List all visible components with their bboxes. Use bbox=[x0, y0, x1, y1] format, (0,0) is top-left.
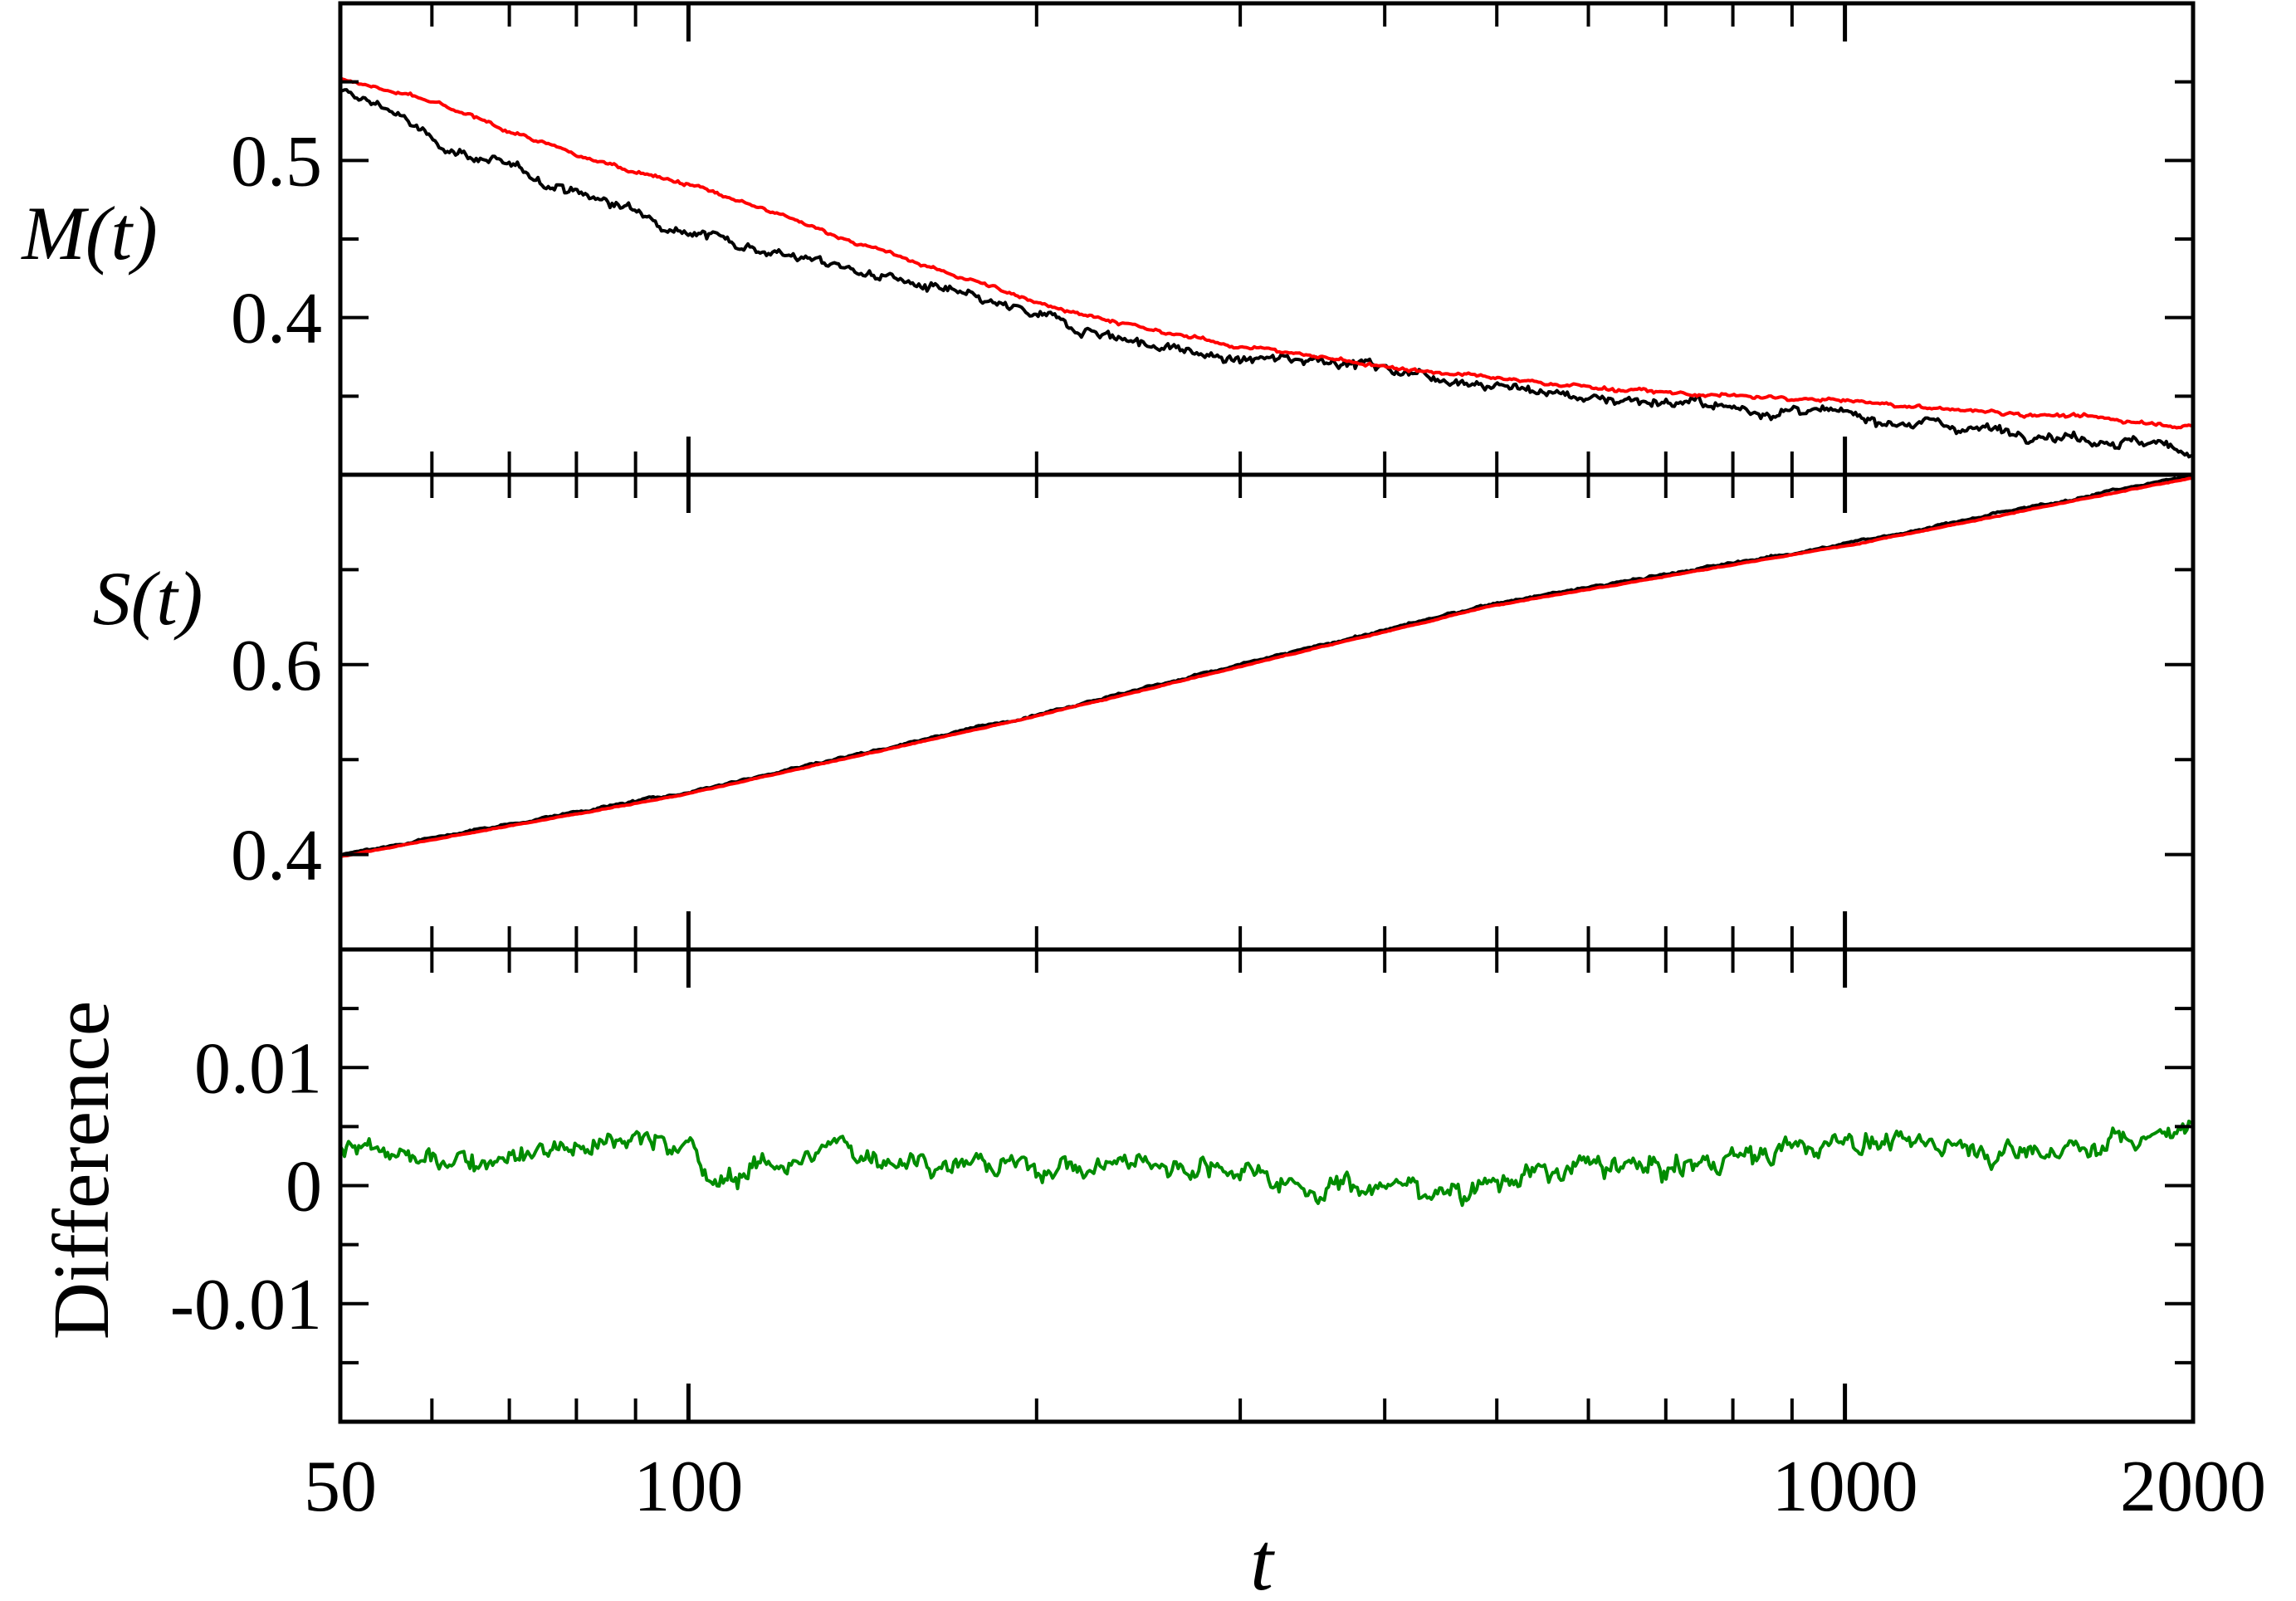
top-series-1-line bbox=[340, 76, 2193, 430]
middle-ytick-label: 0.6 bbox=[231, 626, 322, 706]
xtick-label: 2000 bbox=[2120, 1447, 2266, 1527]
bottom-ytick-label: 0.01 bbox=[194, 1028, 322, 1109]
xtick-label: 50 bbox=[304, 1447, 377, 1527]
xlabel: t bbox=[1250, 1516, 1275, 1601]
bottom-panel-frame bbox=[338, 947, 2196, 1424]
bottom-ytick-label: 0 bbox=[286, 1147, 322, 1228]
top-ylabel: M(t) bbox=[20, 191, 157, 276]
top-ytick-label: 0.4 bbox=[231, 279, 322, 359]
xtick-label: 100 bbox=[633, 1447, 743, 1527]
top-panel-frame bbox=[338, 1, 2196, 477]
xtick-label: 1000 bbox=[1772, 1447, 1918, 1527]
top-series-0-line bbox=[340, 88, 2193, 459]
middle-ylabel: S(t) bbox=[93, 556, 203, 641]
middle-series-0-line bbox=[340, 475, 2193, 857]
top-ytick-label: 0.5 bbox=[231, 121, 322, 202]
middle-series-1-line bbox=[340, 476, 2193, 859]
middle-ytick-label: 0.4 bbox=[231, 816, 322, 896]
middle-panel-frame bbox=[338, 472, 2196, 952]
bottom-ytick-label: -0.01 bbox=[170, 1265, 322, 1345]
bottom-ylabel: Difference bbox=[37, 1001, 125, 1340]
bottom-series-0-line bbox=[340, 1120, 2193, 1208]
